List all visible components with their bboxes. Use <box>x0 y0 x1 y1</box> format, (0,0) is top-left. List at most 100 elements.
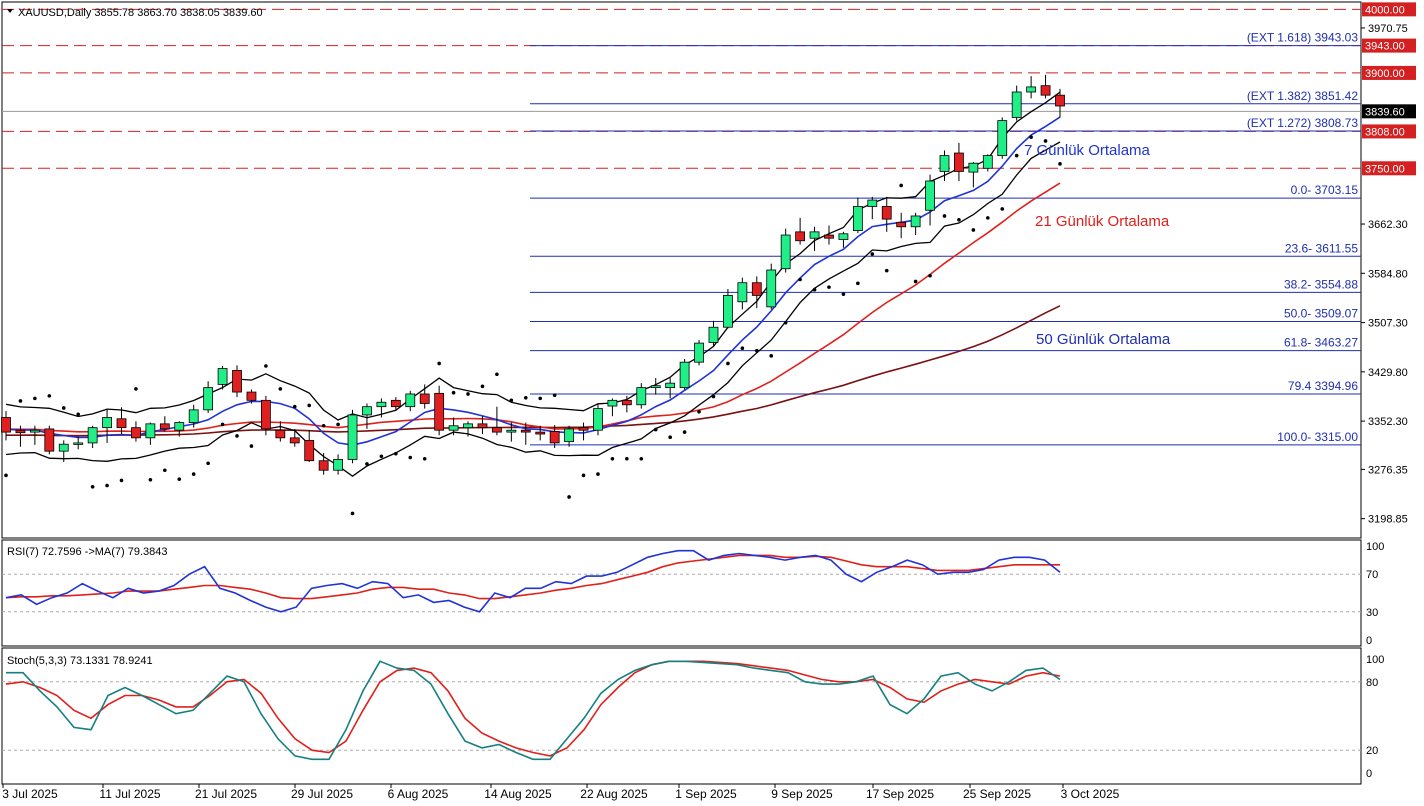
candle <box>867 196 878 220</box>
rsi-tick-label: 70 <box>1366 569 1378 581</box>
sar-dot <box>76 412 80 417</box>
candle <box>116 407 127 435</box>
fib-label: 61.8- 3463.27 <box>1284 336 1358 350</box>
sar-dot <box>870 252 875 256</box>
sar-dot <box>249 444 254 448</box>
sar-dot <box>292 404 297 409</box>
candle-body <box>29 429 40 433</box>
sar-dot <box>856 281 860 286</box>
sar-dot <box>264 364 268 368</box>
last-price-label: 3839.60 <box>1365 106 1405 118</box>
stoch-signal-line <box>5 660 1061 757</box>
envelope-bands <box>5 91 1061 477</box>
fib-label: (EXT 1.382) 3851.42 <box>1247 89 1359 103</box>
candle-body <box>824 234 834 239</box>
parabolic-sar <box>4 135 1062 516</box>
sar-dot <box>567 495 571 499</box>
sar-dot <box>408 455 413 460</box>
y-tick-label: 3507.30 <box>1368 318 1408 330</box>
y-tick-label: 3584.80 <box>1368 268 1408 280</box>
candle-body <box>982 155 993 169</box>
sar-dot <box>365 462 369 466</box>
candle <box>203 381 214 414</box>
candle <box>838 231 849 248</box>
x-tick-label: 14 Aug 2025 <box>484 787 552 801</box>
candle <box>564 425 574 447</box>
level-tag <box>1362 124 1416 139</box>
candle-body <box>434 392 445 431</box>
candle-body <box>318 460 329 471</box>
candle <box>896 212 907 239</box>
sar-dot <box>437 361 441 366</box>
candle-body <box>159 423 170 430</box>
sar-dot <box>105 483 109 488</box>
sar-dot <box>711 394 716 399</box>
sar-dot <box>1000 207 1005 211</box>
candle-body <box>145 423 156 439</box>
moving-averages <box>5 116 1061 446</box>
candle <box>1 411 11 441</box>
candle-body <box>665 382 676 389</box>
candle-body <box>87 427 98 444</box>
sar-dot <box>134 387 138 391</box>
candle-body <box>1026 86 1037 93</box>
candle <box>766 263 777 310</box>
sar-dot <box>913 279 918 284</box>
candle <box>968 161 979 188</box>
candle-body <box>896 221 907 228</box>
level-tag <box>1362 65 1416 80</box>
candle <box>650 378 661 395</box>
sar-dot <box>552 393 557 398</box>
candle <box>159 416 170 432</box>
fib-label: 23.6- 3611.55 <box>1285 241 1358 255</box>
candle <box>492 406 502 436</box>
sar-dot <box>1058 162 1062 166</box>
candle-body <box>795 231 806 242</box>
stoch-main-line <box>6 660 1061 761</box>
candle-body <box>246 391 257 401</box>
sar-dot <box>812 287 817 292</box>
candle-body <box>780 234 791 270</box>
candle-body <box>188 409 199 423</box>
sar-dot <box>798 277 802 282</box>
sar-dot <box>884 268 889 273</box>
candle <box>1040 74 1051 99</box>
sar-dot <box>1029 135 1033 139</box>
fib-label: 79.4 3394.96 <box>1288 379 1358 393</box>
candle <box>694 339 704 366</box>
candle <box>188 404 199 428</box>
candle-body <box>203 387 214 411</box>
sar-dot <box>899 183 903 188</box>
sar-dot <box>321 423 326 428</box>
sar-dot <box>61 406 66 410</box>
candle <box>852 197 863 234</box>
stoch-tick-label: 20 <box>1366 745 1378 757</box>
candle <box>708 320 719 347</box>
candle <box>954 142 964 181</box>
sar-dot <box>18 399 23 403</box>
candle <box>347 409 358 464</box>
fib-label: 0.0- 3703.15 <box>1291 183 1359 197</box>
sar-dot <box>986 216 990 220</box>
sar-dot <box>697 409 701 414</box>
candle-body <box>751 282 762 296</box>
candle-body <box>520 429 531 433</box>
candle-body <box>477 423 488 429</box>
sar-dot <box>394 451 398 456</box>
sar-dot <box>581 473 586 478</box>
candle <box>925 174 935 226</box>
sar-dot <box>509 398 514 403</box>
candle-body <box>289 437 300 444</box>
candle <box>1055 88 1065 118</box>
y-tick-label: 3662.30 <box>1368 219 1408 231</box>
candle <box>58 440 69 462</box>
fib-label: 100.0- 3315.00 <box>1277 430 1358 444</box>
candle-body <box>44 428 55 452</box>
sar-dot <box>119 478 124 483</box>
sar-dot <box>206 461 210 466</box>
candle <box>780 228 791 273</box>
level-tag <box>1362 2 1416 17</box>
candle <box>87 425 98 448</box>
candle <box>824 225 834 245</box>
